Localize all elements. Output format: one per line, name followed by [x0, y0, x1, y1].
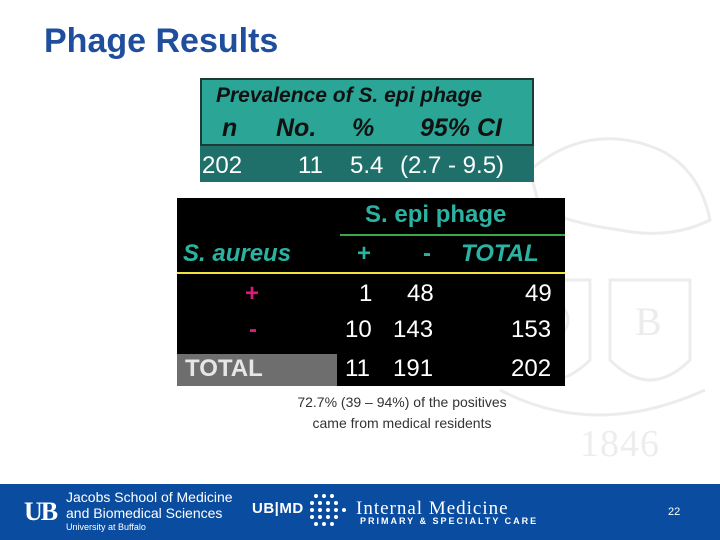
- row-header: S. aureus: [183, 240, 292, 267]
- header-divider: [340, 234, 565, 236]
- school-name-line1: Jacobs School of Medicine: [66, 489, 233, 505]
- col-header-percent: %: [352, 114, 375, 142]
- table-cell: 143: [393, 316, 434, 343]
- department-subtitle: PRIMARY & SPECIALTY CARE: [360, 516, 539, 526]
- table-cell: 153: [511, 316, 552, 343]
- cell-n: 202: [202, 152, 243, 179]
- table-cell: 48: [407, 280, 434, 307]
- watermark-year: 1846: [580, 423, 660, 465]
- row-divider: [177, 272, 565, 274]
- col-header-n: n: [222, 114, 238, 142]
- ubmd-logo: UB|MD: [252, 500, 304, 517]
- ub-logo: UB: [24, 497, 58, 526]
- department-name: Internal Medicine: [356, 498, 509, 519]
- footnote-text: 72.7% (39 – 94%) of the positives came f…: [297, 394, 507, 431]
- col-header-neg: -: [423, 240, 431, 267]
- col-header-pos: +: [357, 240, 372, 267]
- dot-grid-icon: [310, 494, 346, 526]
- cell-ci: (2.7 - 9.5): [400, 152, 505, 179]
- footer-bar: [0, 484, 720, 540]
- col-header-total: TOTAL: [461, 240, 539, 267]
- col-header-no: No.: [276, 114, 317, 142]
- row-label-neg: -: [249, 316, 257, 343]
- school-name-line2: and Biomedical Sciences: [66, 505, 223, 521]
- col-header-ci: 95% CI: [420, 114, 502, 142]
- prevalence-table-header: Prevalence of S. epi phage n No. % 95% C…: [200, 78, 534, 146]
- cell-percent: 5.4: [350, 152, 384, 179]
- prevalence-table: Prevalence of S. epi phage n No. % 95% C…: [200, 78, 534, 182]
- svg-text:B: B: [635, 299, 662, 344]
- table-cell: 49: [525, 280, 552, 307]
- table-cell: 10: [345, 316, 372, 343]
- page-number: 22: [668, 506, 681, 518]
- university-name: University at Buffalo: [66, 522, 146, 532]
- total-row-band: [177, 354, 337, 386]
- cell-no: 11: [298, 152, 323, 179]
- row-label-pos: +: [245, 280, 260, 307]
- prevalence-table-caption: Prevalence of S. epi phage: [216, 84, 483, 107]
- group-header: S. epi phage: [365, 201, 507, 228]
- slide-title: Phage Results: [44, 22, 279, 60]
- contingency-table: S. epi phage S. aureus + - TOTAL + 1 48 …: [177, 198, 565, 386]
- table-cell: 1: [359, 280, 373, 307]
